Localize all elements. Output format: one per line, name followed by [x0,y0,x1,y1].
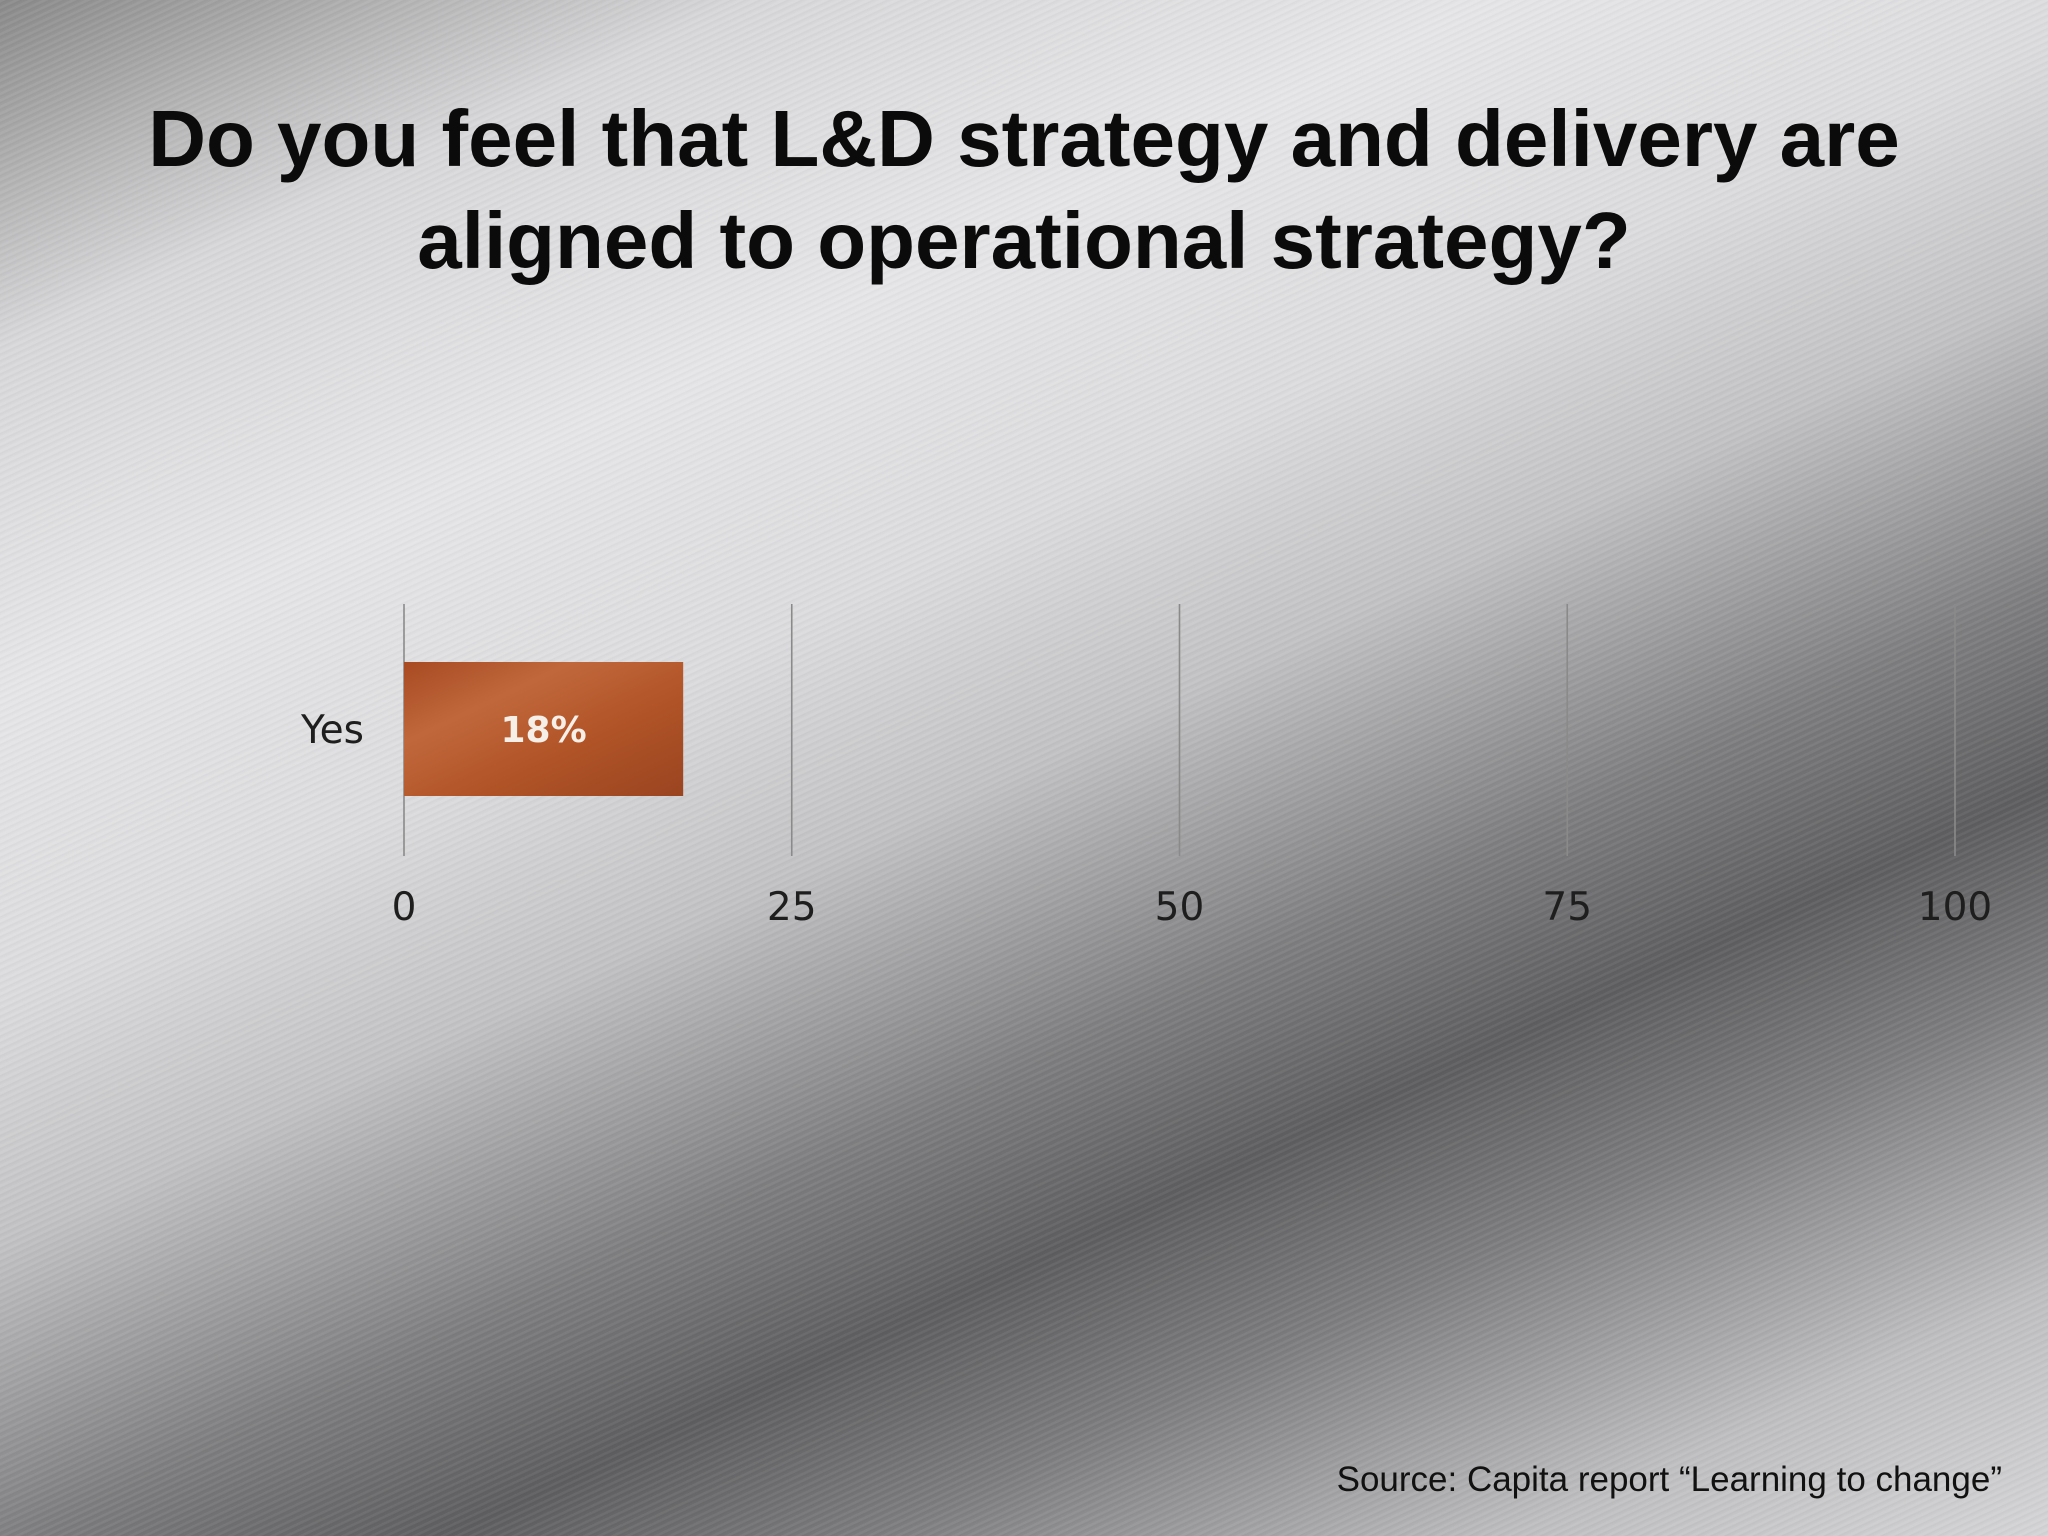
x-tick-label: 100 [1918,885,1992,930]
bar-data-label: 18% [501,710,587,751]
x-tick-label: 0 [392,885,417,930]
slide-title: Do you feel that L&D strategy and delive… [148,94,1900,285]
bar-yes [404,662,684,796]
bars [404,662,684,796]
x-tick-label: 50 [1155,885,1205,930]
x-tick-label: 25 [767,885,817,930]
source-note: Source: Capita report “Learning to chang… [1336,1460,2002,1499]
x-tick-label: 75 [1542,885,1592,930]
labels: 0 25 50 75 100 Yes 18% [300,708,1992,930]
category-label: Yes [300,708,364,753]
